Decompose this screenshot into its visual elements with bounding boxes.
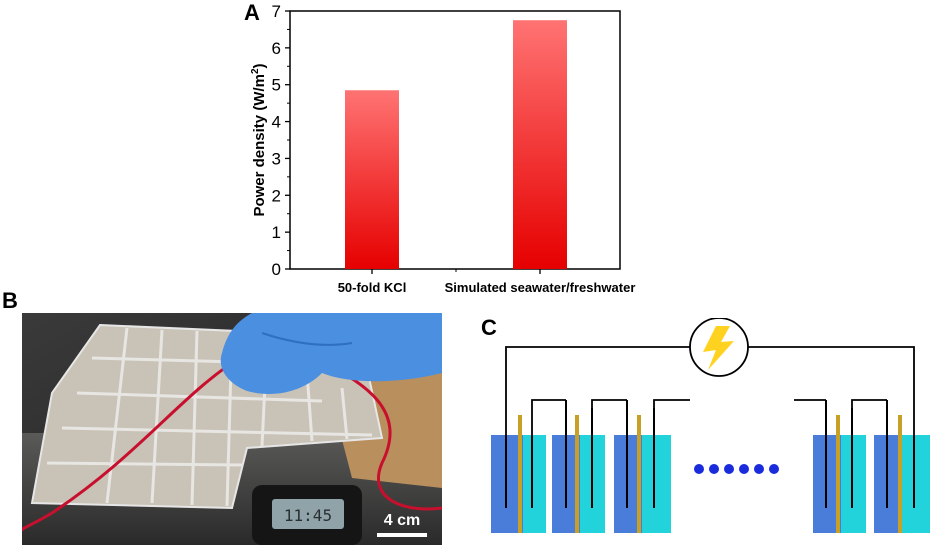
cell-group [813,400,866,533]
y-tick-label: 6 [272,39,281,58]
panel-label-a: A [244,0,260,25]
ellipsis-dots [694,464,779,474]
blue-glove [220,313,442,394]
cell-group [874,400,930,533]
y-tick-label: 7 [272,2,281,21]
bar [513,20,567,270]
red-wire [22,353,245,532]
cell-group [552,400,605,533]
bar [345,90,399,269]
plot-frame [289,10,621,270]
stopwatch: 11:45 [252,485,362,545]
y-tick-label: 5 [272,76,281,95]
panel-label-b: B [2,288,18,313]
device-photo: 11:45 4 cm [22,313,442,545]
x-tick-label: Simulated seawater/freshwater [445,280,636,295]
cell-group [491,415,546,533]
stack-diagram [491,318,930,533]
inter-cell-wires [531,399,887,435]
y-tick-label: 2 [272,186,281,205]
y-tick-label: 3 [272,149,281,168]
scale-bar-label: 4 cm [384,512,420,529]
y-tick-label: 1 [272,223,281,242]
y-axis-label: Power density (W/m2) [250,63,268,216]
panel-label-c: C [481,315,497,340]
cell-group [614,400,671,533]
svg-text:11:45: 11:45 [284,506,332,525]
x-tick-label: 50-fold KCl [338,280,407,295]
y-tick-label: 4 [272,113,281,132]
y-tick-label: 0 [272,260,281,279]
lightning-icon [703,326,734,370]
bar-chart: 0 1 2 3 4 5 6 7 50-fold KCl Simulated seawater/fr… [250,2,636,295]
